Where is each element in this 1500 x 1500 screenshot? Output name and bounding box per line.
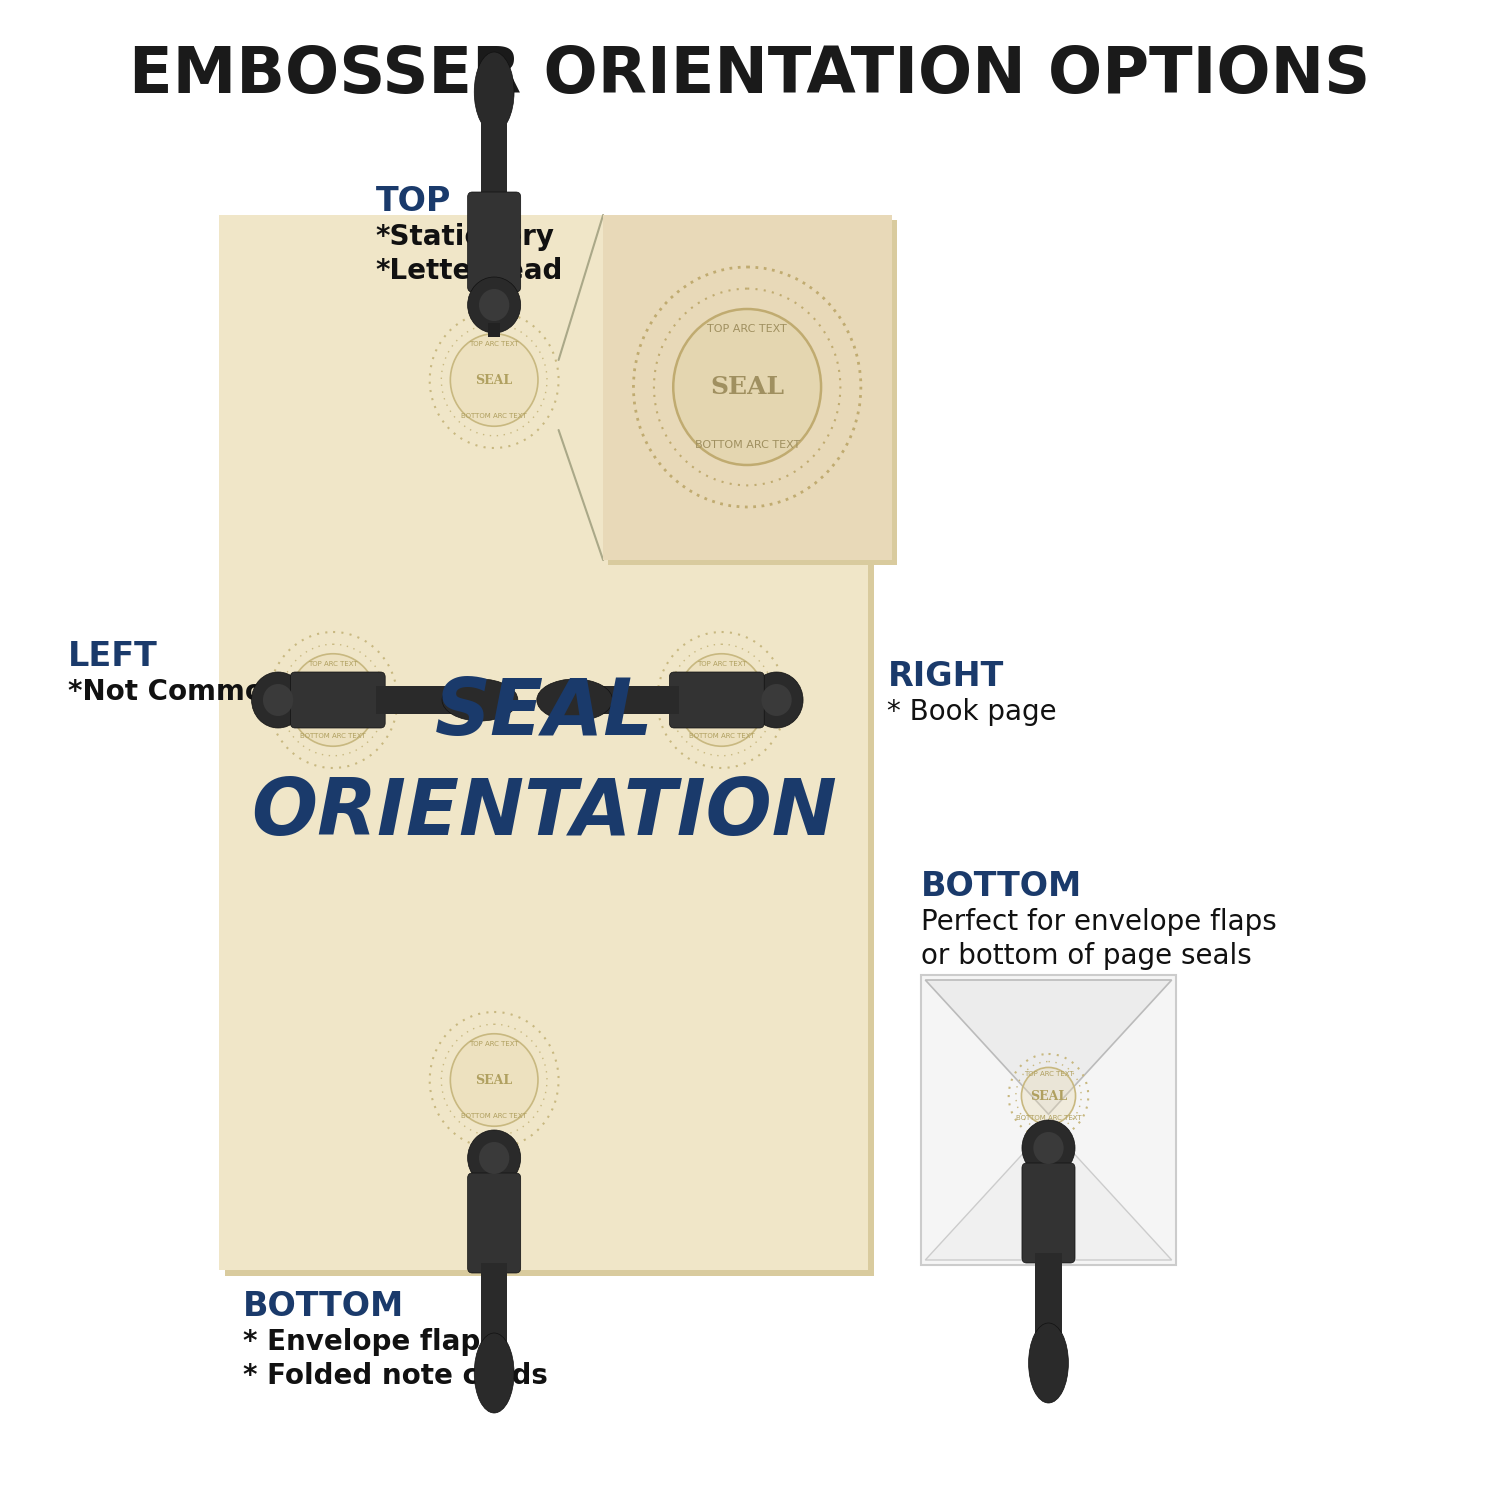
Circle shape xyxy=(478,290,510,321)
Circle shape xyxy=(450,334,538,426)
Text: BOTTOM ARC TEXT: BOTTOM ARC TEXT xyxy=(694,440,800,450)
Text: TOP ARC TEXT: TOP ARC TEXT xyxy=(470,1041,519,1047)
Bar xyxy=(489,1134,500,1148)
FancyBboxPatch shape xyxy=(669,672,764,728)
Bar xyxy=(482,1263,507,1342)
Ellipse shape xyxy=(442,680,518,722)
Text: SEAL: SEAL xyxy=(476,374,513,387)
Bar xyxy=(225,220,874,1276)
Bar xyxy=(375,686,452,714)
Bar xyxy=(1042,1124,1054,1138)
Text: TOP ARC TEXT: TOP ARC TEXT xyxy=(698,662,747,668)
Bar xyxy=(489,322,500,338)
Bar xyxy=(786,694,800,706)
Polygon shape xyxy=(926,980,1172,1114)
Bar xyxy=(1035,1252,1062,1334)
Text: BOTTOM: BOTTOM xyxy=(921,870,1082,903)
Bar xyxy=(603,214,892,560)
Bar xyxy=(921,975,1176,1264)
FancyBboxPatch shape xyxy=(1022,1162,1076,1263)
Text: BOTTOM ARC TEXT: BOTTOM ARC TEXT xyxy=(688,734,754,740)
Bar xyxy=(608,220,897,566)
Text: TOP: TOP xyxy=(375,184,452,218)
Text: ORIENTATION: ORIENTATION xyxy=(251,774,837,850)
Circle shape xyxy=(678,654,765,746)
Text: SEAL: SEAL xyxy=(1030,1089,1066,1102)
Ellipse shape xyxy=(537,680,612,722)
Text: TOP ARC TEXT: TOP ARC TEXT xyxy=(708,324,788,334)
Text: * Folded note cards: * Folded note cards xyxy=(243,1362,548,1390)
Text: SEAL: SEAL xyxy=(704,693,740,706)
Circle shape xyxy=(252,672,305,728)
Circle shape xyxy=(750,672,802,728)
Text: BOTTOM ARC TEXT: BOTTOM ARC TEXT xyxy=(1016,1116,1082,1122)
FancyBboxPatch shape xyxy=(291,672,386,728)
Circle shape xyxy=(262,684,294,716)
Text: SEAL: SEAL xyxy=(710,375,785,399)
Text: BOTTOM: BOTTOM xyxy=(243,1290,405,1323)
Text: SEAL: SEAL xyxy=(435,675,654,750)
Circle shape xyxy=(478,1142,510,1174)
Text: BOTTOM ARC TEXT: BOTTOM ARC TEXT xyxy=(462,1113,526,1119)
Circle shape xyxy=(1022,1068,1076,1125)
Text: or bottom of page seals: or bottom of page seals xyxy=(921,942,1251,970)
Text: *Not Common: *Not Common xyxy=(68,678,284,706)
Text: RIGHT: RIGHT xyxy=(888,660,1004,693)
Text: LEFT: LEFT xyxy=(68,640,158,674)
Text: SEAL: SEAL xyxy=(315,693,351,706)
Bar xyxy=(482,122,507,202)
Ellipse shape xyxy=(1029,1323,1068,1402)
Text: *Letterhead: *Letterhead xyxy=(375,256,562,285)
Circle shape xyxy=(468,1130,520,1186)
Circle shape xyxy=(762,684,792,716)
Circle shape xyxy=(468,278,520,333)
Text: *Stationery: *Stationery xyxy=(375,224,555,251)
Circle shape xyxy=(1022,1120,1076,1176)
Bar xyxy=(255,694,268,706)
Text: Perfect for envelope flaps: Perfect for envelope flaps xyxy=(921,908,1276,936)
Text: TOP ARC TEXT: TOP ARC TEXT xyxy=(1023,1071,1074,1077)
Text: TOP ARC TEXT: TOP ARC TEXT xyxy=(309,662,358,668)
Circle shape xyxy=(450,1034,538,1126)
Circle shape xyxy=(674,309,820,465)
Circle shape xyxy=(290,654,376,746)
Ellipse shape xyxy=(474,1334,514,1413)
FancyBboxPatch shape xyxy=(468,1173,520,1274)
Bar xyxy=(219,214,868,1270)
Text: TOP ARC TEXT: TOP ARC TEXT xyxy=(470,340,519,346)
Text: SEAL: SEAL xyxy=(476,1074,513,1086)
Ellipse shape xyxy=(474,53,514,132)
Text: * Envelope flaps: * Envelope flaps xyxy=(243,1328,496,1356)
FancyBboxPatch shape xyxy=(468,192,520,292)
Circle shape xyxy=(1034,1132,1064,1164)
Text: BOTTOM ARC TEXT: BOTTOM ARC TEXT xyxy=(300,734,366,740)
Text: EMBOSSER ORIENTATION OPTIONS: EMBOSSER ORIENTATION OPTIONS xyxy=(129,44,1371,106)
Polygon shape xyxy=(926,1126,1172,1260)
Text: * Book page: * Book page xyxy=(888,698,1058,726)
Text: BOTTOM ARC TEXT: BOTTOM ARC TEXT xyxy=(462,413,526,419)
Bar xyxy=(603,686,680,714)
